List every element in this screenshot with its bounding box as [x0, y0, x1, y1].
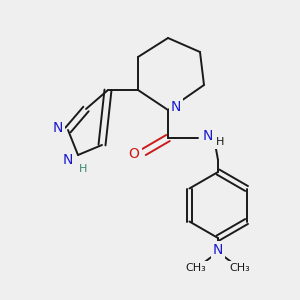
- Text: H: H: [79, 164, 87, 174]
- Text: O: O: [129, 147, 140, 161]
- Text: N: N: [171, 100, 181, 114]
- Text: CH₃: CH₃: [230, 263, 250, 273]
- Text: CH₃: CH₃: [186, 263, 206, 273]
- Text: N: N: [63, 153, 73, 167]
- Text: N: N: [203, 129, 213, 143]
- Text: N: N: [213, 243, 223, 257]
- Text: N: N: [53, 121, 63, 135]
- Text: H: H: [216, 137, 224, 147]
